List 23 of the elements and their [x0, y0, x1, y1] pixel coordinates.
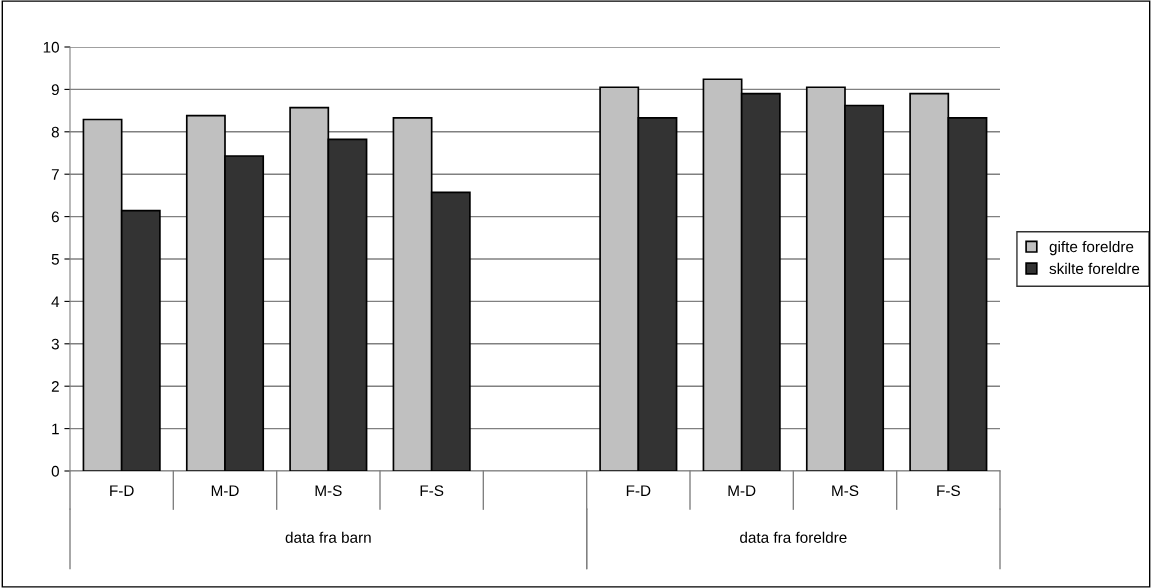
y-tick-label: 2	[51, 381, 59, 392]
y-tick-label: 10	[43, 41, 59, 53]
y-tick-label: 8	[51, 126, 59, 138]
x-tick-label: F-D	[626, 485, 651, 496]
y-tick-label: 6	[51, 211, 59, 223]
x-tick-label: M-S	[315, 485, 342, 497]
x-tick-label: F-S	[937, 485, 960, 497]
x-tick-label: M-D	[728, 485, 756, 496]
y-tick-label: 9	[51, 84, 59, 96]
legend-label: skilte foreldre	[1049, 262, 1140, 275]
legend-label: gifte foreldre	[1049, 240, 1134, 256]
text: data fra barn	[285, 531, 371, 543]
x-tick-label: M-D	[211, 485, 239, 496]
text: data fra foreldre	[740, 531, 847, 543]
y-tick-label: 1	[52, 423, 59, 435]
x-tick-label: F-S	[420, 485, 444, 497]
y-tick-label: 5	[51, 254, 59, 265]
x-tick-label: M-S	[832, 485, 859, 497]
y-tick-label: 7	[51, 169, 59, 180]
x-tick-label: F-D	[110, 485, 134, 496]
y-tick-label: 0	[51, 465, 59, 477]
y-tick-label: 3	[51, 338, 59, 350]
y-tick-label: 4	[51, 296, 60, 307]
